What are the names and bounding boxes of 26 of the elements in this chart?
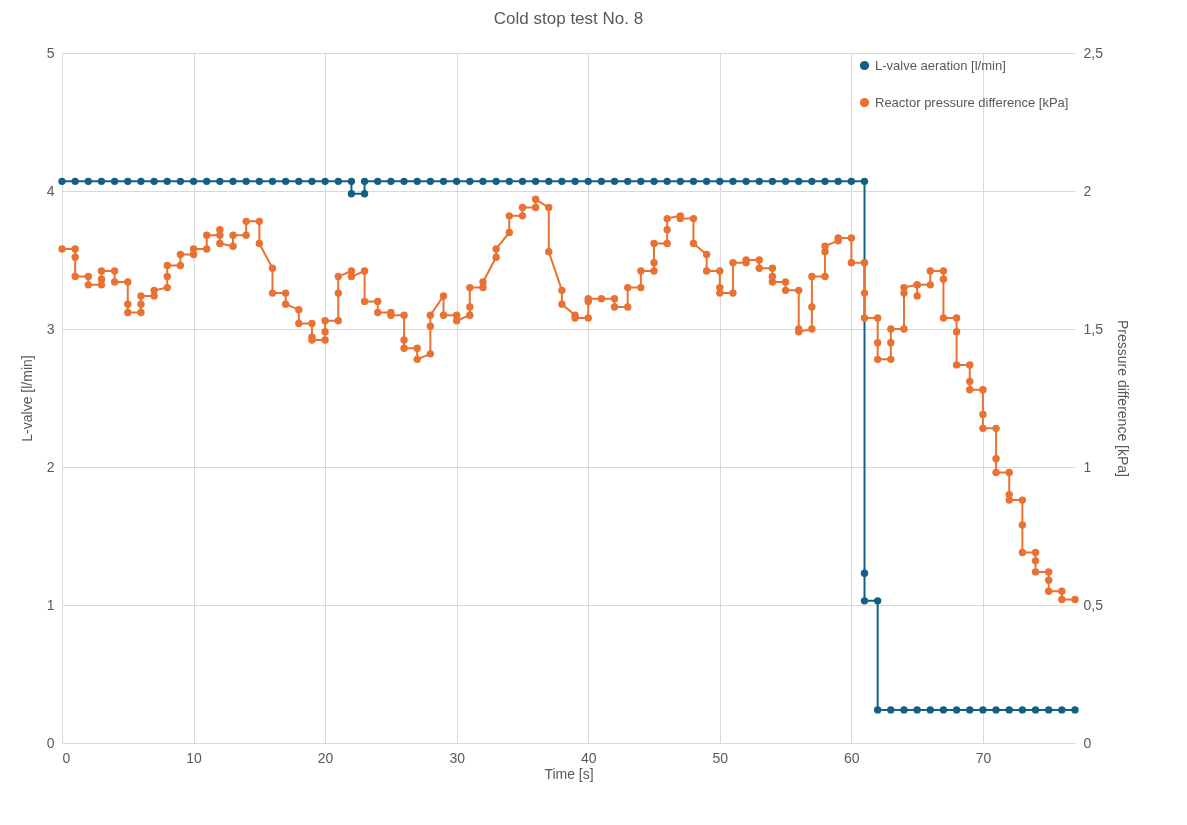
y2-tick-label: 0,5 [1083, 596, 1104, 613]
y-tick-label: 5 [46, 44, 55, 61]
y-axis-title: L-valve [l/min] [18, 355, 35, 442]
x-axis-title: Time [s] [544, 765, 594, 782]
y2-axis-title: Pressure difference [kPa] [1114, 320, 1131, 477]
chart-title: Cold stop test No. 8 [493, 9, 644, 28]
x-tick-label: 50 [712, 749, 729, 766]
y-tick-label: 3 [46, 320, 55, 337]
x-tick-label: 70 [975, 749, 992, 766]
legend-label: Reactor pressure difference [kPa] [875, 94, 1069, 110]
x-tick-label: 10 [186, 749, 203, 766]
x-tick-label: 40 [580, 749, 597, 766]
y2-tick-label: 0 [1083, 734, 1092, 751]
y-tick-label: 4 [46, 182, 55, 199]
legend-label: L-valve aeration [l/min] [875, 57, 1006, 73]
y-tick-label: 1 [46, 596, 55, 613]
y-tick-label: 2 [46, 458, 55, 475]
y2-tick-label: 1,5 [1083, 320, 1104, 337]
x-tick-label: 60 [844, 749, 860, 766]
y2-tick-label: 2,5 [1083, 44, 1104, 61]
x-tick-label: 0 [62, 749, 71, 766]
y2-tick-label: 2 [1083, 182, 1092, 199]
x-tick-label: 30 [449, 749, 466, 766]
x-tick-label: 20 [317, 749, 334, 766]
y-tick-label: 0 [46, 734, 55, 751]
y2-tick-label: 1 [1083, 458, 1092, 475]
